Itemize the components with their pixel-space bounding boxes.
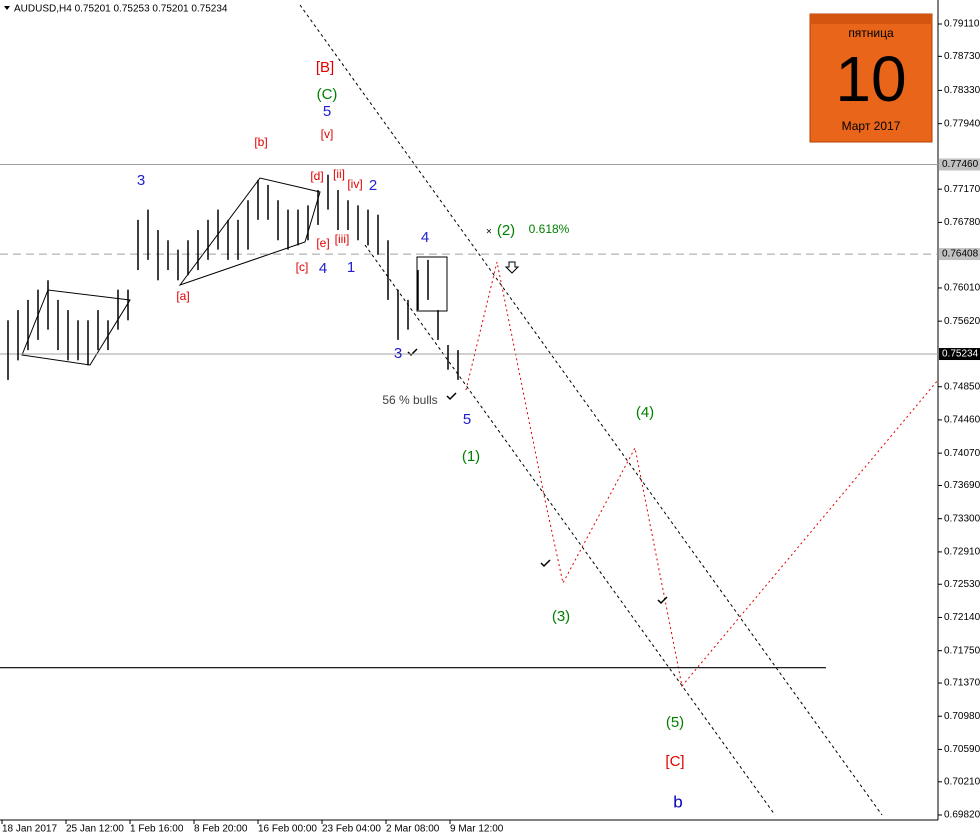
y-tick-label: 0.78330 — [944, 85, 980, 96]
y-tick-label: 0.76780 — [944, 217, 980, 228]
wave-label: [B] — [316, 59, 334, 76]
y-tick-label: 0.78730 — [944, 51, 980, 62]
y-tick-label: 0.79110 — [944, 19, 980, 30]
calendar-weekday: пятница — [848, 26, 894, 40]
wave-label: [iv] — [347, 177, 362, 191]
wave-label: [b] — [254, 135, 267, 149]
calendar: пятница 10 Март 2017 — [809, 13, 933, 143]
wave-label: (2) — [497, 222, 515, 239]
price-level-label: 0.77460 — [942, 159, 979, 170]
y-tick-label: 0.70210 — [944, 776, 980, 787]
y-tick-label: 0.74460 — [944, 415, 980, 426]
x-tick-label: 16 Feb 00:00 — [258, 824, 317, 835]
y-tick-label: 0.77940 — [944, 118, 980, 129]
menu-arrow[interactable] — [4, 6, 10, 10]
wave-label: 0.618% — [529, 222, 570, 236]
wave-label: (5) — [666, 714, 684, 731]
y-tick-label: 0.74850 — [944, 381, 980, 392]
wave-label: 3 — [137, 172, 145, 189]
wave-label: [c] — [296, 260, 309, 274]
y-tick-label: 0.73300 — [944, 513, 980, 524]
y-tick-label: 0.75620 — [944, 316, 980, 327]
wave-label: 5 — [323, 103, 331, 120]
wave-label: [v] — [321, 127, 334, 141]
chart-title: AUDUSD,H4 0.75201 0.75253 0.75201 0.7523… — [14, 4, 228, 15]
box-pattern — [416, 256, 448, 312]
wave-label: (4) — [636, 404, 654, 421]
wave-label: [iii] — [335, 232, 350, 246]
wave-label: (C) — [317, 86, 338, 103]
y-tick-label: 0.72530 — [944, 579, 980, 590]
y-tick-label: 0.72910 — [944, 547, 980, 558]
wave-label: (1) — [462, 448, 480, 465]
x-tick-label: 9 Mar 12:00 — [450, 824, 504, 835]
wave-label: 3 — [394, 345, 402, 362]
cross-marker: × — [486, 227, 492, 238]
wave-label: b — [673, 792, 682, 811]
x-tick-label: 23 Feb 04:00 — [322, 824, 381, 835]
check-marks — [407, 348, 668, 605]
x-tick-label: 18 Jan 2017 — [2, 824, 57, 835]
wave-label: 5 — [463, 411, 471, 428]
wave-label: [C] — [665, 753, 684, 770]
price-level-label: 0.75234 — [942, 349, 979, 360]
calendar-month: Март 2017 — [842, 119, 901, 133]
x-tick-label: 2 Mar 08:00 — [386, 824, 440, 835]
y-tick-label: 0.69820 — [944, 810, 980, 821]
y-tick-label: 0.72140 — [944, 612, 980, 623]
y-tick-label: 0.71750 — [944, 645, 980, 656]
y-tick-label: 0.77170 — [944, 184, 980, 195]
price-level-tag — [939, 158, 980, 171]
wave-label: 4 — [319, 260, 327, 277]
y-tick-label: 0.70590 — [944, 744, 980, 755]
y-tick-label: 0.73690 — [944, 480, 980, 491]
projection-path — [465, 261, 939, 688]
x-tick-label: 25 Jan 12:00 — [66, 824, 124, 835]
calendar-day: 10 — [835, 43, 906, 115]
y-tick-label: 0.74070 — [944, 448, 980, 459]
wave-label: 4 — [421, 229, 429, 246]
wave-label: 1 — [347, 259, 355, 276]
arrow-marker — [504, 261, 520, 274]
wave-label: 2 — [369, 177, 377, 194]
price-level-tag — [939, 248, 980, 261]
wave-label: (3) — [552, 608, 570, 625]
wave-label: 56 % bulls — [382, 393, 437, 407]
wave-label: [d] — [310, 169, 323, 183]
price-level-label: 0.76408 — [942, 249, 979, 260]
channel-line — [299, 4, 883, 816]
x-tick-label: 1 Feb 16:00 — [130, 824, 184, 835]
y-tick-label: 0.76010 — [944, 283, 980, 294]
wave-label: [ii] — [333, 167, 345, 181]
triangle-pattern — [178, 177, 321, 287]
wave-label: [e] — [316, 236, 329, 250]
wedge-pattern — [21, 289, 131, 366]
y-tick-label: 0.71370 — [944, 678, 980, 689]
wave-label: [a] — [176, 289, 189, 303]
y-tick-label: 0.70980 — [944, 711, 980, 722]
x-tick-label: 8 Feb 20:00 — [194, 824, 248, 835]
calendar-rings — [810, 14, 932, 24]
price-level-tag — [939, 348, 980, 361]
